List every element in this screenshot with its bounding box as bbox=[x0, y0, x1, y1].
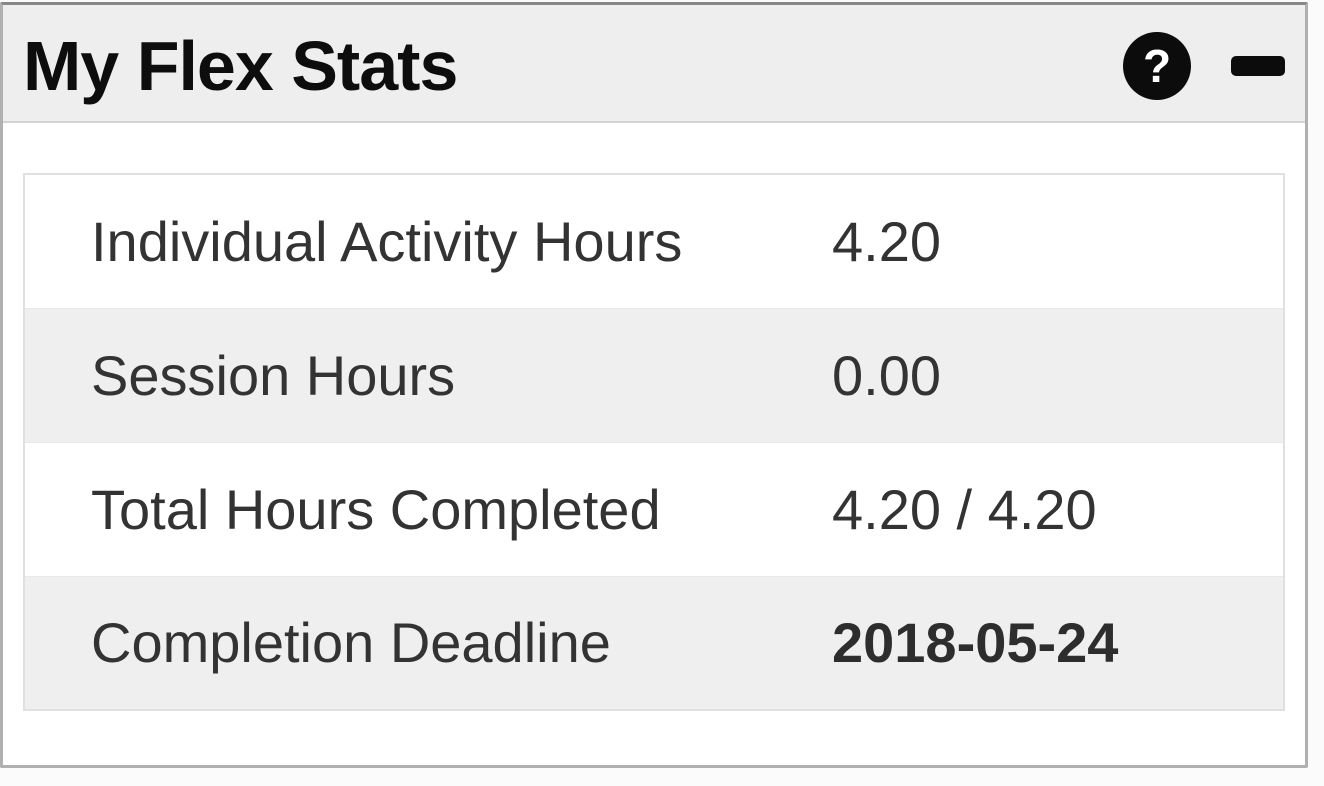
table-row: Completion Deadline 2018-05-24 bbox=[24, 575, 1284, 710]
table-row: Individual Activity Hours 4.20 bbox=[24, 174, 1284, 308]
stat-value-total-hours-completed: 4.20 / 4.20 bbox=[831, 441, 1284, 576]
flex-stats-table: Individual Activity Hours 4.20 Session H… bbox=[23, 173, 1285, 711]
minimize-icon[interactable] bbox=[1231, 32, 1285, 100]
stat-value-individual-activity-hours: 4.20 bbox=[832, 209, 941, 273]
stat-label-individual-activity-hours: Individual Activity Hours bbox=[91, 209, 683, 273]
help-glyph: ? bbox=[1142, 40, 1172, 92]
header-actions: ? bbox=[1123, 32, 1285, 100]
stat-label-session-hours: Session Hours bbox=[24, 307, 831, 442]
my-flex-stats-panel: My Flex Stats ? Individual Activity Hour… bbox=[0, 2, 1308, 768]
panel-title: My Flex Stats bbox=[23, 27, 458, 105]
help-icon[interactable]: ? bbox=[1123, 32, 1191, 100]
table-row: Session Hours 0.00 bbox=[24, 307, 1284, 442]
stat-value-completion-deadline: 2018-05-24 bbox=[831, 575, 1284, 710]
stat-label-total-hours-completed: Total Hours Completed bbox=[24, 441, 831, 576]
minus-bar bbox=[1231, 56, 1285, 76]
panel-header: My Flex Stats ? bbox=[3, 5, 1305, 123]
panel-body: Individual Activity Hours 4.20 Session H… bbox=[3, 123, 1305, 711]
stat-label-completion-deadline: Completion Deadline bbox=[24, 575, 831, 710]
stat-value-session-hours: 0.00 bbox=[831, 307, 1284, 442]
table-row: Total Hours Completed 4.20 / 4.20 bbox=[24, 441, 1284, 576]
